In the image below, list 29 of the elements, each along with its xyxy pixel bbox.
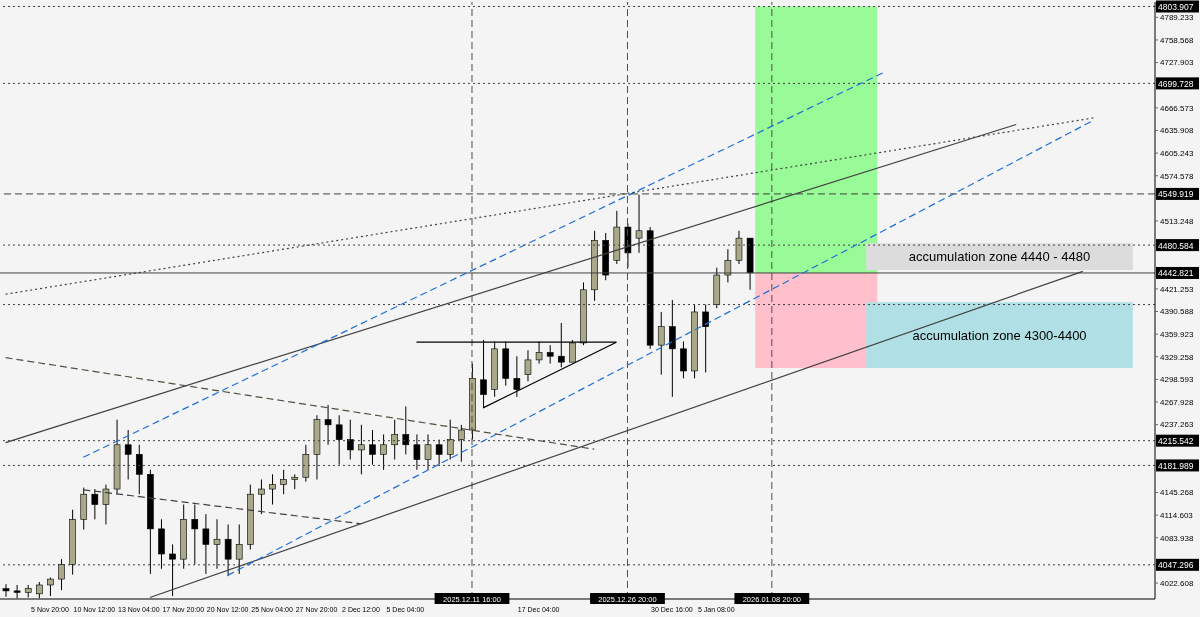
y-tick-label: 4635.908 — [1160, 126, 1194, 136]
band-label: accumulation zone 4300-4400 — [912, 327, 1087, 343]
y-tick-label: 4114.603 — [1160, 511, 1194, 521]
ref-line-label: 4215.542 — [1158, 436, 1194, 447]
y-tick-label: 4359.923 — [1160, 329, 1194, 339]
y-tick-label: 4421.253 — [1160, 284, 1194, 294]
y-tick-label: 4666.573 — [1160, 103, 1194, 113]
y-tick-label: 4605.243 — [1160, 148, 1194, 158]
ref-line-label: 4480.584 — [1158, 240, 1194, 251]
y-tick-label: 4145.268 — [1160, 488, 1194, 498]
ref-line-label: 4549.919 — [1158, 189, 1194, 200]
ref-line-label: 4699.728 — [1158, 78, 1194, 89]
y-tick-label: 4083.938 — [1160, 533, 1194, 543]
y-tick-label: 4267.928 — [1160, 397, 1194, 407]
y-tick-label: 4390.588 — [1160, 307, 1194, 317]
y-tick-label: 4727.903 — [1160, 58, 1194, 68]
y-tick-label: 4513.248 — [1160, 216, 1194, 226]
ref-line-label: 4803.907 — [1158, 2, 1194, 12]
band-label: accumulation zone 4440 - 4480 — [908, 249, 1091, 265]
ref-line-label: 4181.989 — [1158, 460, 1194, 471]
ref-line-label: 4047.296 — [1158, 560, 1194, 571]
y-tick-label: 4789.233 — [1160, 13, 1194, 23]
y-tick-label: 4329.258 — [1160, 352, 1194, 362]
y-tick-label: 4758.568 — [1160, 35, 1194, 45]
y-tick-label: 4574.578 — [1160, 171, 1194, 181]
y-tick-label: 4298.593 — [1160, 375, 1194, 385]
y-tick-label: 4022.608 — [1160, 578, 1194, 588]
ref-line-label: 4442.821 — [1158, 268, 1194, 279]
y-tick-label: 4237.263 — [1160, 420, 1194, 430]
